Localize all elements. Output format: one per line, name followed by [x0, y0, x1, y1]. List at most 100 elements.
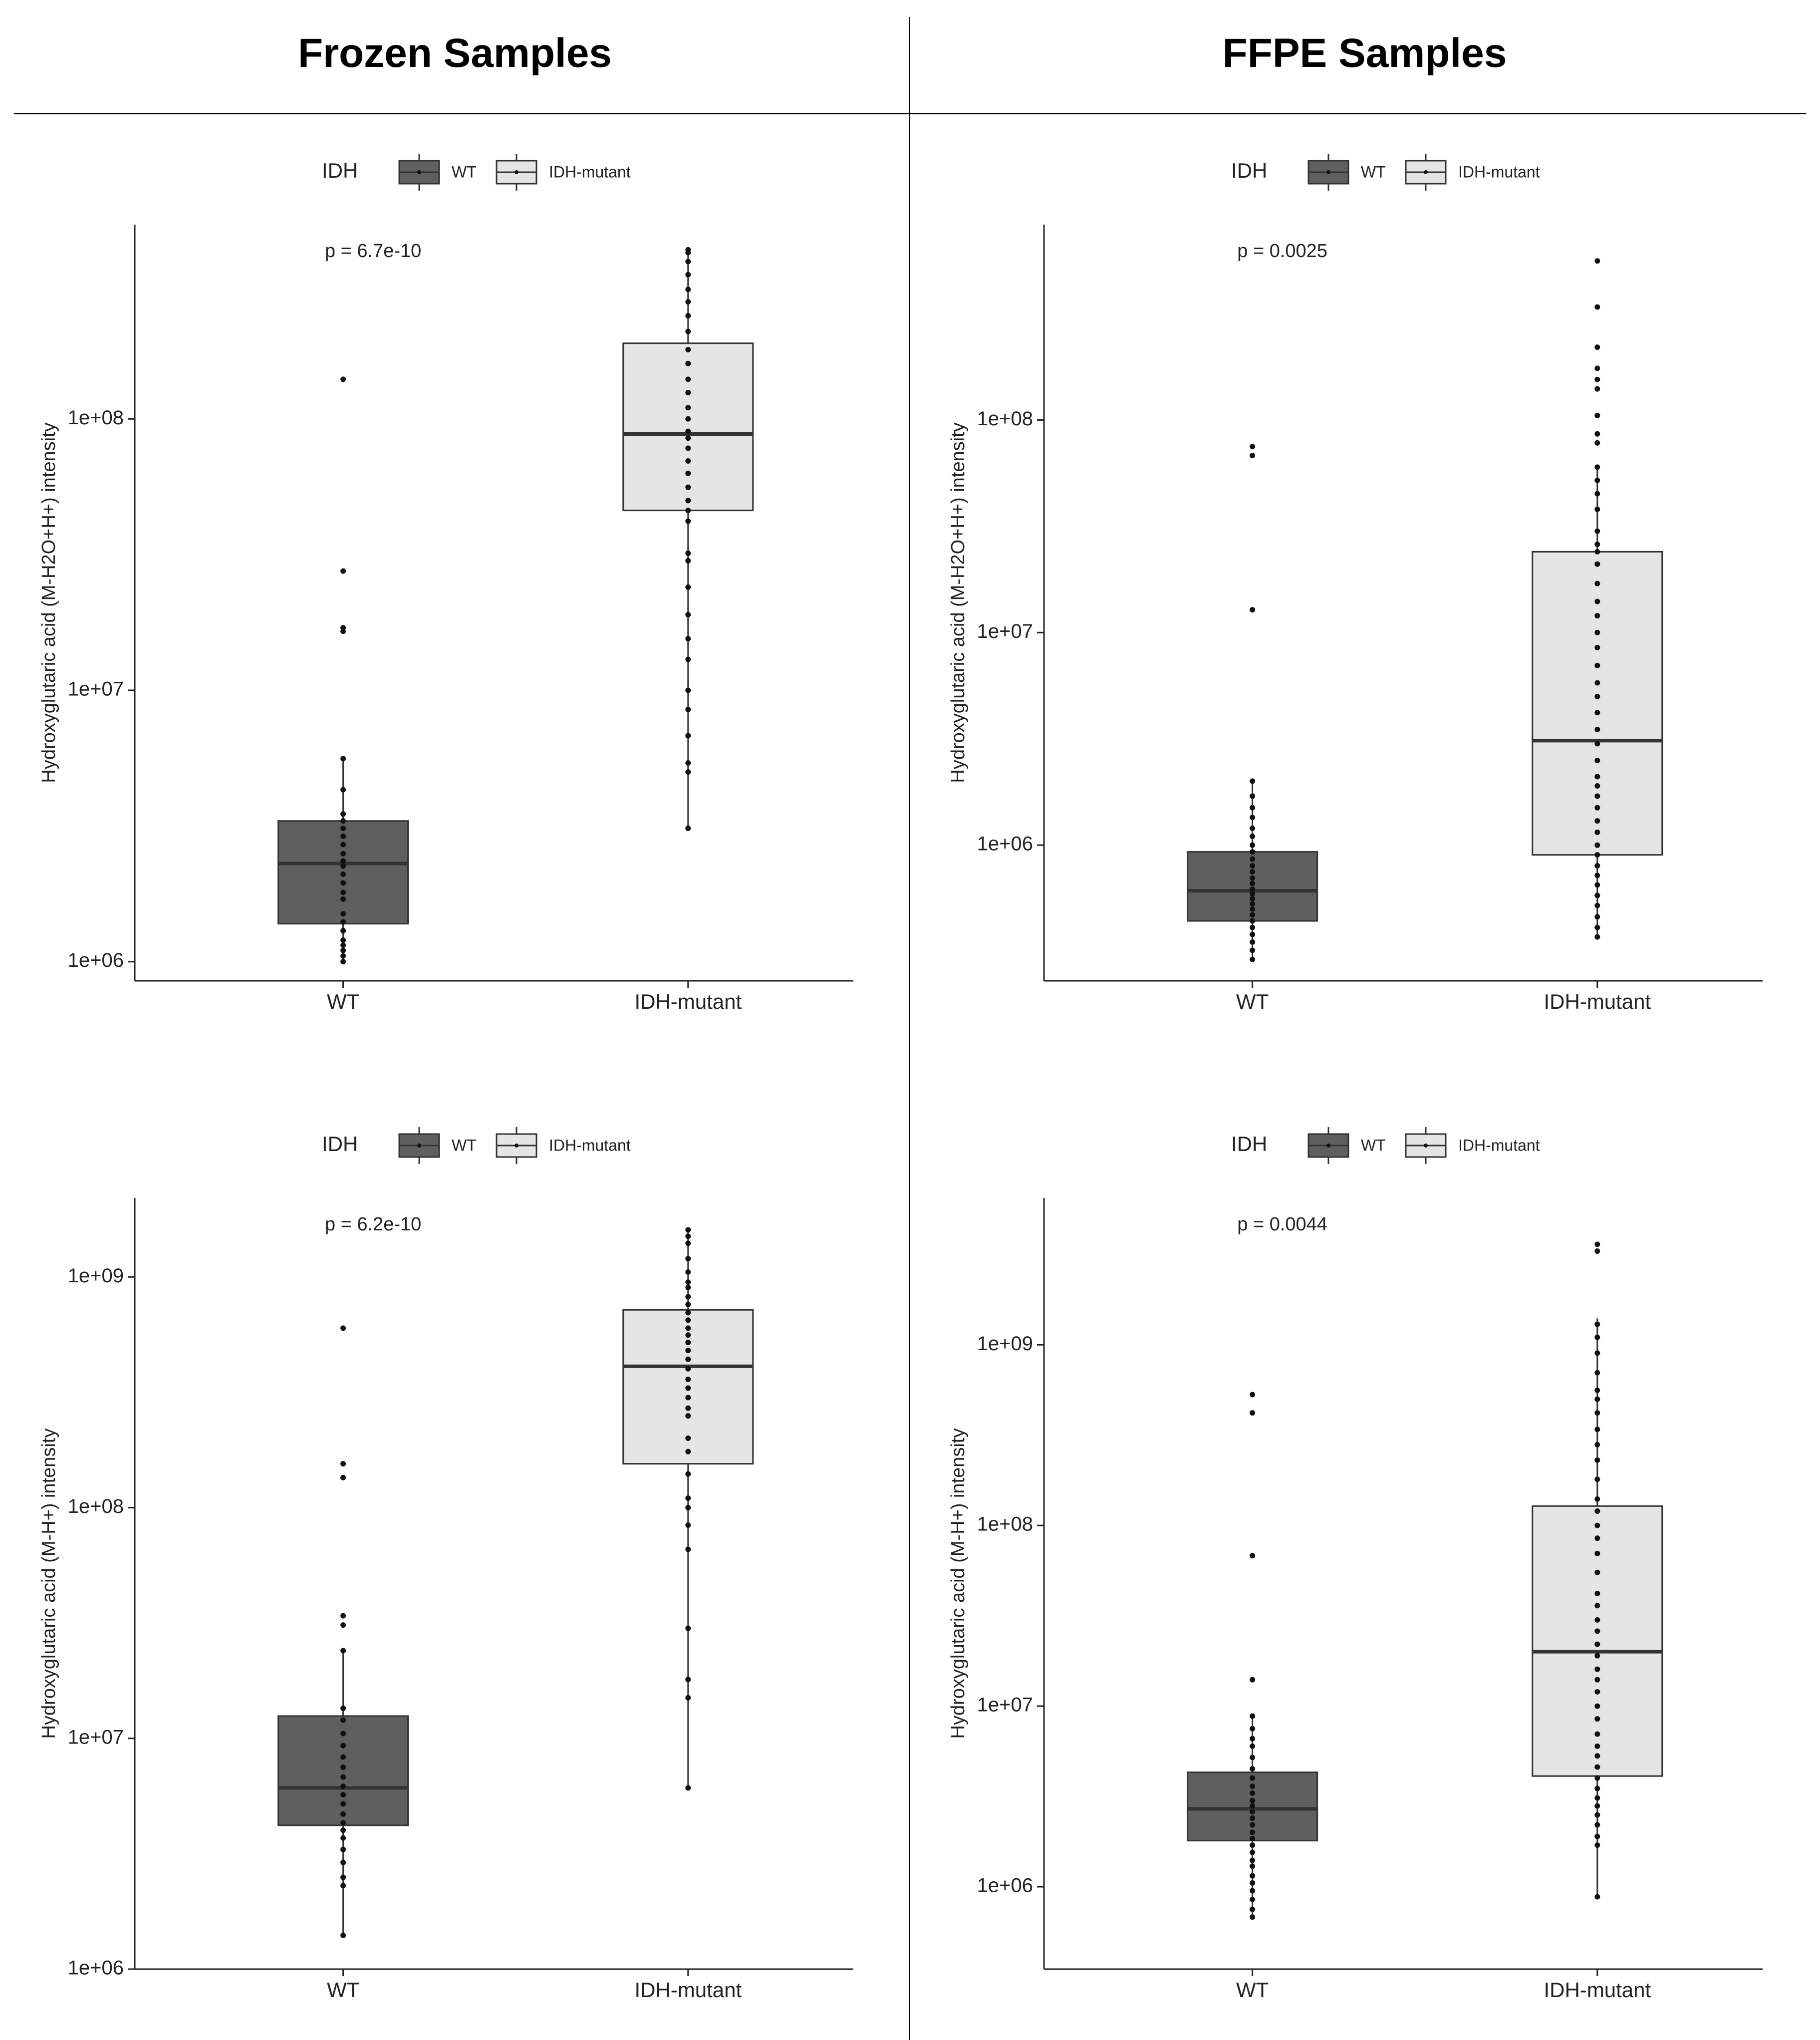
data-point	[340, 858, 346, 864]
legend-label-idh-mutant: IDH-mutant	[1458, 163, 1540, 181]
legend-title: IDH	[322, 159, 358, 182]
data-point	[685, 360, 691, 366]
legend-title: IDH	[1231, 159, 1267, 182]
data-point	[1250, 1829, 1256, 1835]
data-point	[1594, 1427, 1600, 1433]
legend-title: IDH	[1231, 1132, 1267, 1156]
data-point	[1594, 783, 1600, 789]
x-tick-label: WT	[1236, 1978, 1269, 2002]
data-point	[1250, 880, 1256, 886]
data-point	[1594, 477, 1600, 483]
data-point	[685, 1325, 691, 1331]
data-point	[685, 346, 691, 352]
data-point	[685, 558, 691, 564]
data-point	[685, 760, 691, 766]
data-point	[340, 1827, 346, 1833]
data-point	[685, 247, 691, 253]
data-point	[1594, 829, 1600, 835]
legend-key-idh-mutant	[496, 154, 537, 191]
data-point	[1250, 1842, 1256, 1848]
data-point	[1594, 882, 1600, 888]
data-point	[1250, 793, 1256, 799]
data-point	[685, 313, 691, 319]
data-point	[1594, 1370, 1600, 1376]
data-point	[340, 1461, 346, 1467]
data-point	[685, 1294, 691, 1300]
data-point	[1250, 842, 1256, 848]
data-point	[685, 435, 691, 441]
chart-frozen-m-h2o: IDH WT IDH-mutant 1e+06 1e+07 1e+08 Hydroxyglu…	[38, 154, 853, 1013]
data-point	[1594, 805, 1600, 811]
data-point	[1594, 873, 1600, 878]
y-tick-label: 1e+08	[977, 408, 1033, 430]
data-point	[685, 1233, 691, 1239]
data-point	[1594, 1248, 1600, 1254]
boxplot-wt	[277, 376, 409, 965]
data-point	[1594, 365, 1600, 371]
data-point	[340, 1774, 346, 1780]
data-point	[340, 376, 346, 382]
data-point	[1250, 1775, 1256, 1781]
data-point	[685, 1625, 691, 1631]
data-point	[1594, 1508, 1600, 1514]
legend: IDH WT IDH-mutant	[322, 154, 631, 191]
data-point	[1594, 1653, 1600, 1659]
data-point	[1594, 1569, 1600, 1575]
data-point	[1594, 344, 1600, 350]
data-point	[1594, 431, 1600, 437]
data-point	[1594, 412, 1600, 418]
data-point	[340, 1846, 346, 1852]
data-point	[685, 1385, 691, 1391]
data-point	[1594, 440, 1600, 446]
data-point	[1250, 886, 1256, 892]
data-point	[1594, 1803, 1600, 1809]
data-point	[340, 1932, 346, 1938]
data-point	[340, 928, 346, 934]
data-point	[1594, 561, 1600, 567]
x-tick-label: WT	[327, 990, 359, 1013]
data-point	[1594, 726, 1600, 732]
y-tick-label: 1e+06	[977, 833, 1033, 855]
data-point	[1594, 1703, 1600, 1709]
data-point	[340, 1764, 346, 1770]
data-point	[1594, 1743, 1600, 1749]
data-point	[685, 428, 691, 434]
data-point	[1250, 815, 1256, 821]
data-point	[685, 769, 691, 775]
data-point	[1250, 856, 1256, 862]
data-point	[1594, 644, 1600, 650]
legend-key-idh-mutant	[1405, 1127, 1447, 1164]
data-point	[1250, 1783, 1256, 1789]
data-point	[685, 1449, 691, 1455]
data-point	[1250, 1677, 1256, 1683]
data-point	[340, 1820, 346, 1826]
data-point	[340, 568, 346, 574]
data-point	[1250, 1873, 1256, 1879]
data-point	[340, 863, 346, 869]
data-point	[1250, 1815, 1256, 1821]
legend-key-wt	[398, 1127, 440, 1164]
data-point	[1594, 464, 1600, 470]
data-point	[685, 733, 691, 739]
data-point	[685, 1413, 691, 1419]
data-point	[685, 825, 691, 831]
legend-key-wt	[398, 154, 440, 191]
data-point	[1594, 1812, 1600, 1818]
data-point	[1594, 1321, 1600, 1327]
y-axis-title: Hydroxyglutaric acid (M-H+) intensity	[38, 1429, 59, 1739]
y-axis-title: Hydroxyglutaric acid (M-H2O+H+) intensit…	[948, 422, 969, 783]
data-point	[1250, 1863, 1256, 1869]
data-point	[1250, 1392, 1256, 1398]
data-point	[685, 518, 691, 524]
legend-key-idh-mutant	[1405, 154, 1447, 191]
data-point	[685, 1695, 691, 1701]
data-point	[1594, 491, 1600, 497]
y-tick-label: 1e+07	[68, 678, 124, 700]
legend: IDH WT IDH-mutant	[1231, 1127, 1540, 1164]
chart-ffpe-m-h: IDH WT IDH-mutant 1e+06 1e+07 1e+08 1e+09 Hydro…	[948, 1127, 1763, 2002]
data-point	[340, 889, 346, 895]
data-point	[1250, 891, 1256, 897]
legend-label-idh-mutant: IDH-mutant	[1458, 1136, 1540, 1154]
data-point	[1250, 956, 1256, 962]
data-point	[340, 937, 346, 943]
